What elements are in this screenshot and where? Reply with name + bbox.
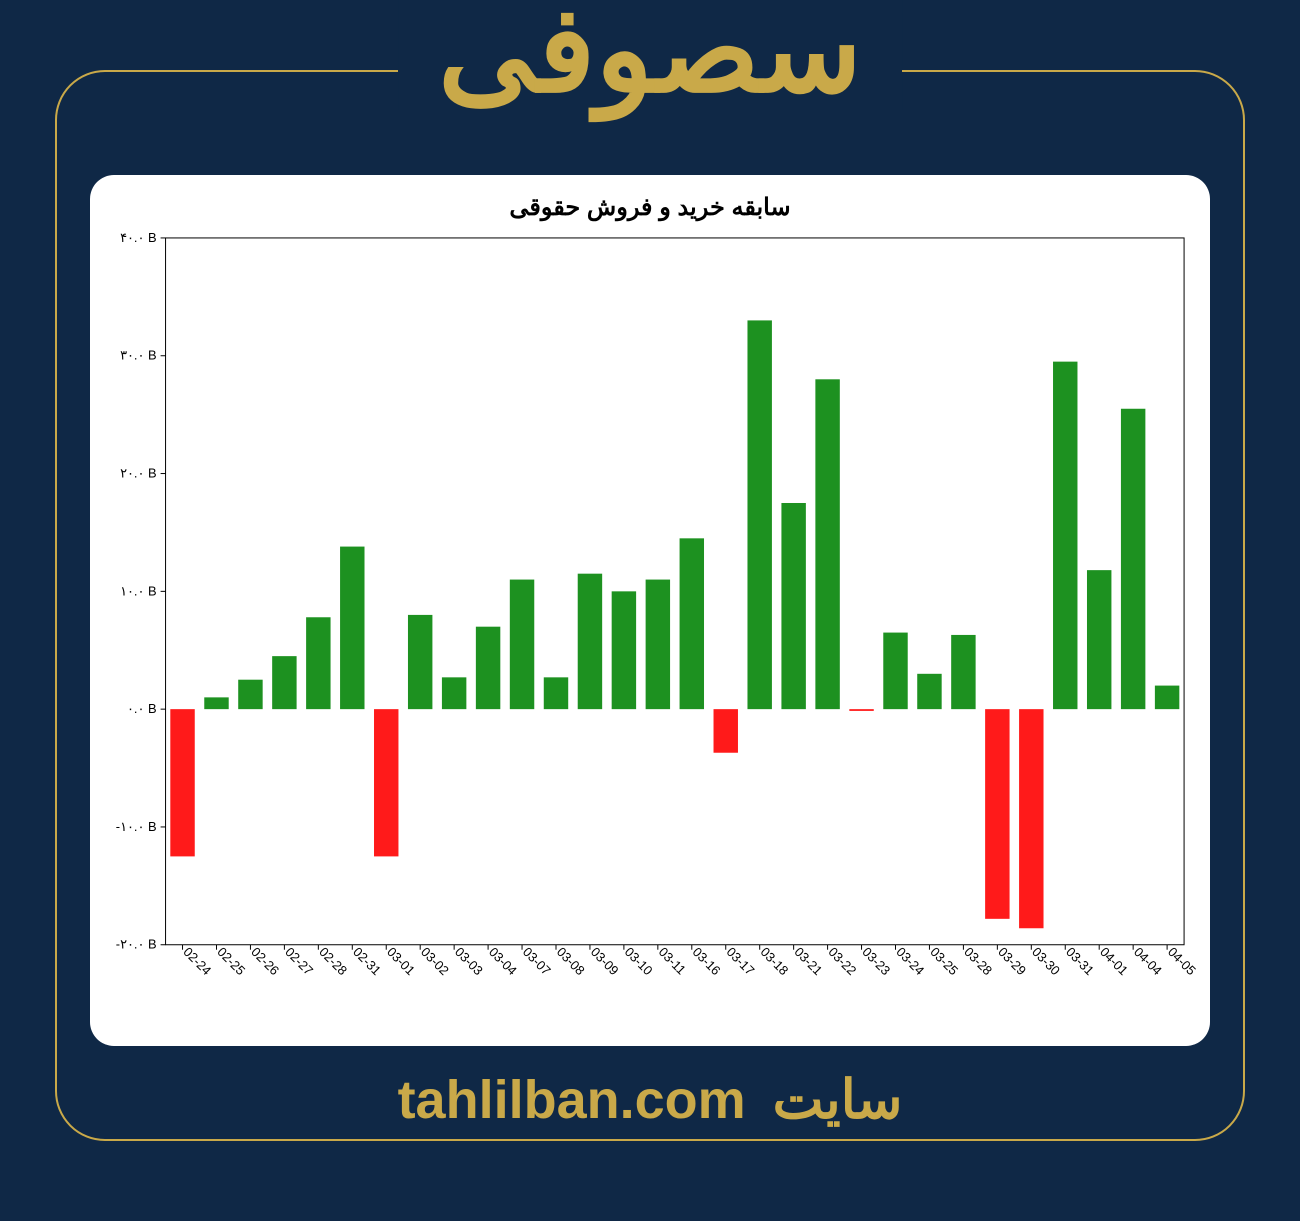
- svg-text:03-03: 03-03: [452, 944, 486, 978]
- svg-text:03-17: 03-17: [724, 944, 758, 978]
- svg-text:03-30: 03-30: [1029, 944, 1063, 978]
- svg-text:02-24: 02-24: [180, 944, 214, 978]
- footer-site-label: سایت: [773, 1070, 903, 1130]
- svg-text:02-28: 02-28: [316, 944, 350, 978]
- svg-text:03-24: 03-24: [893, 944, 927, 978]
- svg-text:03-09: 03-09: [588, 944, 622, 978]
- svg-text:03-18: 03-18: [758, 944, 792, 978]
- svg-text:۴۰.۰ B: ۴۰.۰ B: [120, 230, 157, 245]
- svg-text:04-04: 04-04: [1131, 944, 1165, 978]
- svg-text:02-26: 02-26: [248, 944, 282, 978]
- svg-text:03-21: 03-21: [792, 944, 826, 978]
- svg-text:03-22: 03-22: [825, 944, 859, 978]
- svg-text:۲۰.۰ B: ۲۰.۰ B: [120, 466, 157, 481]
- svg-text:۰.۰ B: ۰.۰ B: [127, 701, 157, 716]
- svg-text:۳۰.۰ B: ۳۰.۰ B: [120, 348, 157, 363]
- svg-text:03-31: 03-31: [1063, 944, 1097, 978]
- svg-text:02-27: 02-27: [282, 944, 316, 978]
- svg-text:03-04: 03-04: [486, 944, 520, 978]
- svg-text:03-07: 03-07: [520, 944, 554, 978]
- svg-text:02-25: 02-25: [214, 944, 248, 978]
- bar-chart: -۲۰.۰ B -۱۰.۰ B ۰.۰ B ۱۰.۰ B ۲۰.۰ B ۳۰.۰ B ۴۰.…: [104, 230, 1196, 1004]
- svg-text:03-23: 03-23: [859, 944, 893, 978]
- svg-text:-۱۰.۰ B: -۱۰.۰ B: [116, 819, 157, 834]
- svg-text:04-05: 04-05: [1165, 944, 1196, 978]
- chart-title: سابقه خرید و فروش حقوقی: [104, 193, 1196, 222]
- svg-text:04-01: 04-01: [1097, 944, 1131, 978]
- svg-text:03-25: 03-25: [927, 944, 961, 978]
- svg-text:۱۰.۰ B: ۱۰.۰ B: [120, 583, 157, 598]
- footer-domain: tahlilban.com: [398, 1069, 746, 1131]
- svg-text:03-28: 03-28: [961, 944, 995, 978]
- footer: سایت tahlilban.com: [0, 1068, 1300, 1131]
- svg-text:03-10: 03-10: [622, 944, 656, 978]
- svg-text:03-11: 03-11: [656, 944, 689, 977]
- svg-text:03-01: 03-01: [384, 944, 418, 978]
- svg-text:03-29: 03-29: [995, 944, 1029, 978]
- svg-text:03-02: 03-02: [418, 944, 452, 978]
- symbol-title: سصوفی: [398, 0, 902, 110]
- svg-text:03-16: 03-16: [690, 944, 724, 978]
- svg-text:03-08: 03-08: [554, 944, 588, 978]
- chart-panel: سابقه خرید و فروش حقوقی -۲۰.۰ B -۱۰.۰ B ۰.…: [90, 175, 1210, 1046]
- svg-text:02-31: 02-31: [350, 944, 384, 978]
- svg-text:-۲۰.۰ B: -۲۰.۰ B: [116, 937, 157, 952]
